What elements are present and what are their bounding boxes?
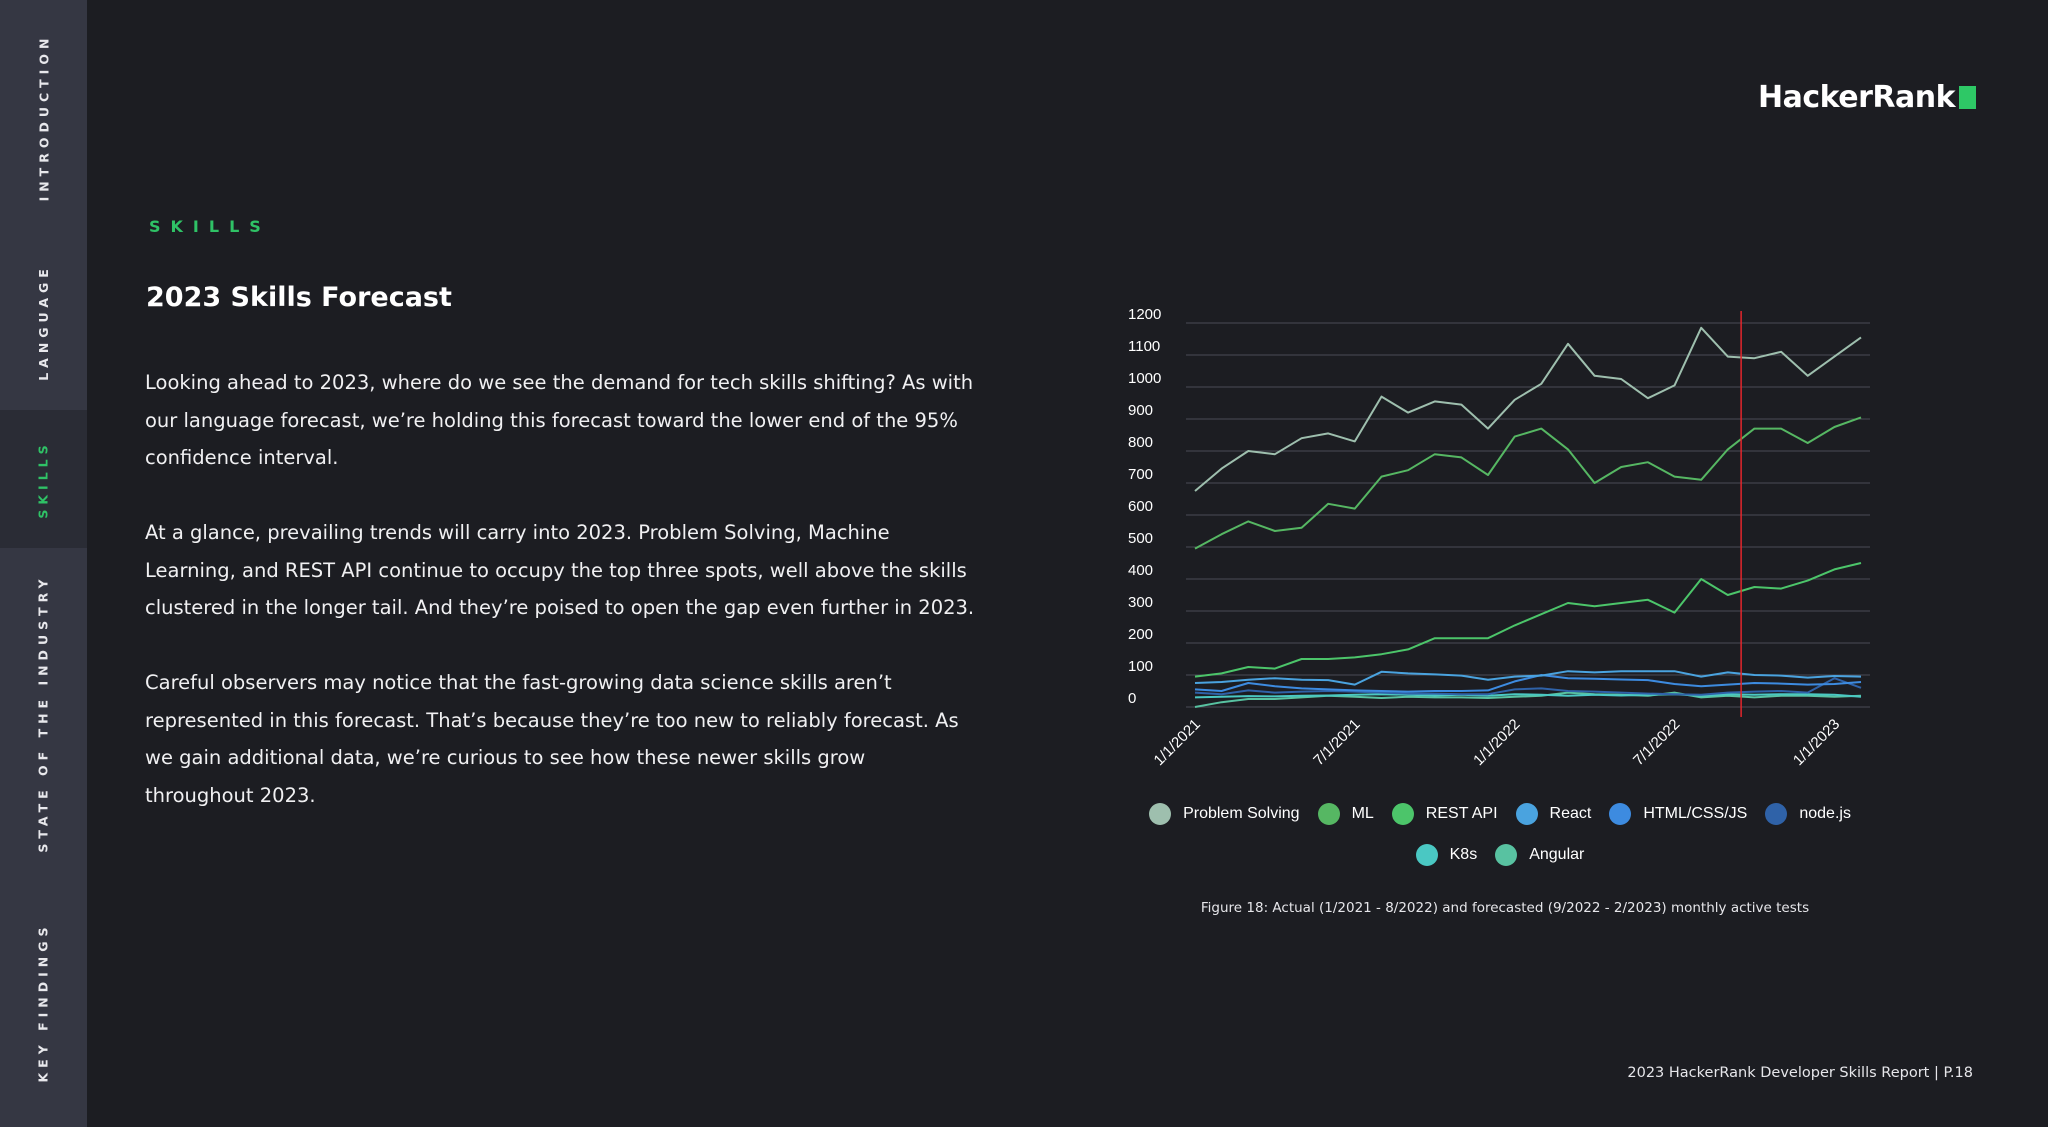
legend-item: HTML/CSS/JS (1609, 803, 1747, 825)
y-tick-label: 800 (1128, 434, 1153, 451)
legend-dot-icon (1765, 803, 1788, 825)
x-tick-label: 1/1/2023 (1790, 716, 1843, 769)
y-tick-label: 1200 (1128, 306, 1161, 323)
skills-forecast-chart: 0 100 200 300 400 500 600 700 800 900 1000 1100 1200… (1128, 306, 1870, 769)
sidebar-tab-state-of-the-industry[interactable]: STATE OF THE INDUSTRY (0, 548, 87, 878)
legend-dot-icon (1609, 803, 1632, 825)
legend-dot-icon (1415, 844, 1438, 866)
legend-item: REST API (1391, 803, 1498, 825)
sidebar-tab-label: KEY FINDINGS (36, 922, 51, 1083)
legend-dot-icon (1391, 803, 1414, 825)
sidebar-tab-skills[interactable]: SKILLS (0, 410, 87, 548)
legend-label: Angular (1529, 846, 1585, 863)
y-axis-ticks: 0 100 200 300 400 500 600 700 800 900 1000 1100 1200 (1128, 306, 1161, 707)
sidebar-tab-label: LANGUAGE (36, 264, 52, 381)
legend-item: node.js (1765, 803, 1851, 825)
body-paragraph: At a glance, prevailing trends will carr… (145, 521, 975, 619)
legend-label: React (1549, 805, 1592, 822)
page-title: 2023 Skills Forecast (146, 282, 452, 313)
series-line (1194, 670, 1862, 686)
body-text: Looking ahead to 2023, where do we see t… (145, 364, 975, 852)
series-line (1194, 326, 1862, 492)
legend-item: React (1515, 803, 1592, 825)
x-tick-label: 1/1/2021 (1151, 716, 1204, 769)
legend-dot-icon (1515, 803, 1538, 825)
body-paragraph: Looking ahead to 2023, where do we see t… (145, 371, 974, 469)
y-tick-label: 700 (1128, 466, 1153, 483)
legend-item: ML (1317, 803, 1374, 825)
y-tick-label: 0 (1128, 690, 1136, 707)
y-tick-label: 100 (1128, 658, 1153, 675)
chart-series (1194, 326, 1862, 708)
legend-label: node.js (1799, 805, 1851, 822)
legend-dot-icon (1495, 844, 1518, 866)
page-footer: 2023 HackerRank Developer Skills Report … (1627, 1065, 1973, 1081)
y-tick-label: 900 (1128, 402, 1153, 419)
legend-label: K8s (1449, 846, 1478, 863)
sidebar-nav: INTRODUCTION LANGUAGE SKILLS STATE OF TH… (0, 0, 87, 1127)
body-paragraph: Careful observers may notice that the fa… (145, 671, 959, 807)
x-tick-label: 7/1/2022 (1630, 716, 1683, 769)
chart-legend: Problem Solving ML REST API React HTML/CSS/J… (1125, 803, 1875, 866)
y-tick-label: 1100 (1128, 338, 1160, 355)
section-eyebrow: SKILLS (149, 217, 271, 236)
logo-square-icon (1959, 86, 1977, 109)
x-tick-label: 7/1/2021 (1310, 716, 1363, 769)
logo-text: HackerRank (1758, 80, 1956, 115)
legend-label: REST API (1425, 805, 1498, 822)
chart-grid (1186, 322, 1870, 708)
y-tick-label: 500 (1128, 530, 1153, 547)
x-tick-label: 1/1/2022 (1470, 716, 1523, 769)
series-line (1194, 674, 1862, 693)
series-line (1194, 677, 1862, 696)
y-tick-label: 200 (1128, 626, 1153, 643)
sidebar-tab-label: SKILLS (36, 439, 51, 519)
y-tick-label: 600 (1128, 498, 1153, 515)
figure-caption: Figure 18: Actual (1/2021 - 8/2022) and … (1200, 900, 1810, 916)
y-tick-label: 300 (1128, 594, 1153, 611)
legend-label: HTML/CSS/JS (1643, 805, 1748, 822)
sidebar-tab-label: STATE OF THE INDUSTRY (36, 573, 51, 853)
legend-dot-icon (1149, 803, 1172, 825)
y-tick-label: 1000 (1128, 370, 1161, 387)
legend-item: Angular (1495, 844, 1584, 866)
sidebar-tab-introduction[interactable]: INTRODUCTION (0, 0, 87, 235)
sidebar-tab-language[interactable]: LANGUAGE (0, 235, 87, 410)
legend-item: K8s (1415, 844, 1478, 866)
legend-label: Problem Solving (1183, 805, 1300, 822)
legend-item: Problem Solving (1149, 803, 1300, 825)
series-line (1194, 562, 1862, 678)
sidebar-tab-label: INTRODUCTION (36, 33, 52, 202)
x-axis-ticks: 1/1/2021 7/1/2021 1/1/2022 7/1/2022 1/1/2023 (1151, 716, 1844, 769)
series-line (1194, 691, 1862, 708)
series-line (1194, 416, 1862, 550)
legend-dot-icon (1317, 803, 1340, 825)
series-line (1194, 693, 1862, 699)
legend-label: ML (1351, 805, 1374, 822)
y-tick-label: 400 (1128, 562, 1153, 579)
hackerrank-logo: HackerRank (1758, 80, 1977, 115)
sidebar-tab-key-findings[interactable]: KEY FINDINGS (0, 878, 87, 1127)
